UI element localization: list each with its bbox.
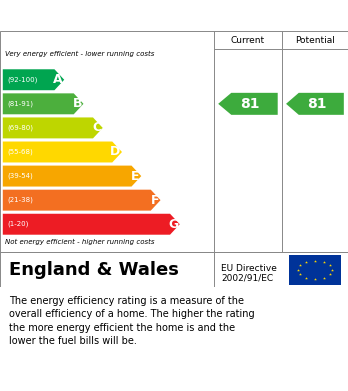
Text: Potential: Potential [295,36,335,45]
Text: (1-20): (1-20) [7,221,28,228]
Text: The energy efficiency rating is a measure of the
overall efficiency of a home. T: The energy efficiency rating is a measur… [9,296,254,346]
Text: G: G [168,218,178,231]
Polygon shape [218,93,278,115]
Text: 81: 81 [240,97,260,111]
Polygon shape [3,69,64,90]
Text: (69-80): (69-80) [7,125,33,131]
Text: (39-54): (39-54) [7,173,33,179]
Text: F: F [151,194,159,207]
Polygon shape [3,214,180,235]
Text: EU Directive: EU Directive [221,264,277,273]
Polygon shape [3,166,141,187]
Text: A: A [53,73,63,86]
Polygon shape [3,117,103,138]
Polygon shape [286,93,344,115]
Text: E: E [131,170,140,183]
Text: 81: 81 [308,97,327,111]
Text: B: B [72,97,82,110]
Text: 2002/91/EC: 2002/91/EC [221,273,273,282]
Text: C: C [92,122,101,135]
Polygon shape [3,142,122,163]
Text: Current: Current [231,36,265,45]
Text: (55-68): (55-68) [7,149,33,155]
Text: (21-38): (21-38) [7,197,33,203]
Bar [289,255,341,285]
Text: (92-100): (92-100) [7,77,37,83]
Polygon shape [3,93,84,114]
Polygon shape [3,190,160,211]
Text: Not energy efficient - higher running costs: Not energy efficient - higher running co… [5,239,155,245]
Text: Energy Efficiency Rating: Energy Efficiency Rating [9,8,230,23]
Text: England & Wales: England & Wales [9,261,179,279]
Text: (81-91): (81-91) [7,100,33,107]
Text: D: D [110,145,120,158]
Text: Very energy efficient - lower running costs: Very energy efficient - lower running co… [5,51,155,57]
